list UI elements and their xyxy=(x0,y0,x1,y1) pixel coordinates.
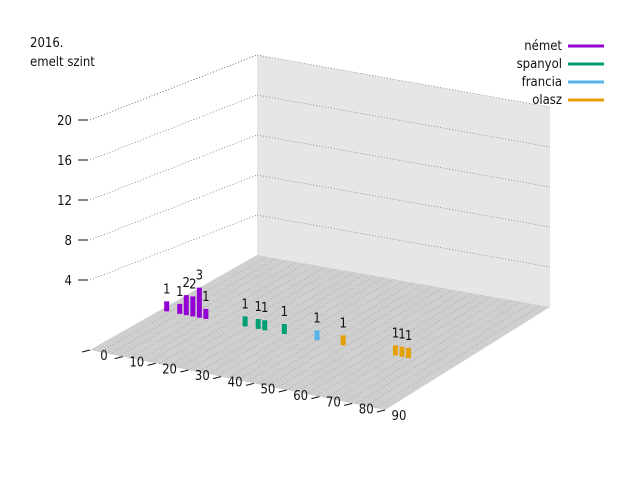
floor-grid-line xyxy=(276,287,443,389)
x-tick-label: 30 xyxy=(195,369,210,384)
z-tick-label: 12 xyxy=(57,194,72,209)
x-tick-label: 70 xyxy=(326,396,341,411)
x-tick-label: 20 xyxy=(162,362,177,377)
x-tick-mark xyxy=(344,402,353,406)
bar-label-olasz-3: 1 xyxy=(405,329,412,344)
z-grid-line-left xyxy=(89,174,258,241)
z-grid-line-left xyxy=(89,134,258,201)
x-tick-mark xyxy=(180,369,189,373)
bar-label-spanyol-1: 1 xyxy=(254,300,261,315)
chart-title-line-2: emelt szint xyxy=(30,55,95,70)
x-tick-mark xyxy=(81,349,91,353)
floor-grid-line xyxy=(306,292,473,395)
floor-grid-line xyxy=(188,272,355,371)
bar-spanyol-1 xyxy=(255,318,261,329)
bar-label-spanyol-3: 1 xyxy=(281,305,288,320)
floor-grid-line xyxy=(217,277,385,377)
z-axis: 4 8 12 20 16 xyxy=(57,54,551,289)
bar-label-német-4: 3 xyxy=(196,269,203,284)
legend-label-2: francia xyxy=(522,75,562,90)
x-tick-label: 60 xyxy=(293,389,308,404)
x-tick-mark xyxy=(212,376,222,380)
x-tick-mark xyxy=(147,362,156,366)
floor-grid-line xyxy=(99,256,267,353)
floor-grid-line xyxy=(257,284,424,385)
floor-grid-line xyxy=(168,268,336,367)
bar-label-olasz-0: 1 xyxy=(339,316,346,331)
floor-grid-line xyxy=(148,265,316,363)
z-tick-label: 4 xyxy=(65,274,72,289)
bar-német-0 xyxy=(164,301,170,312)
z-tick-label: 8 xyxy=(65,234,72,249)
bar-olasz-1 xyxy=(392,345,398,356)
x-tick-mark xyxy=(376,409,386,413)
bar-label-spanyol-2: 1 xyxy=(261,301,268,316)
x-tick-mark xyxy=(278,389,287,393)
floor-grid-line xyxy=(198,273,365,373)
bar-label-spanyol-0: 1 xyxy=(241,297,248,312)
bar-label-német-5: 1 xyxy=(202,290,209,305)
bar-német-3 xyxy=(190,296,196,317)
x-tick-label: 80 xyxy=(359,402,374,417)
bar-label-német-0: 1 xyxy=(163,282,170,297)
bar-olasz-3 xyxy=(406,347,412,358)
bar-francia-0 xyxy=(314,330,320,341)
bar-német-1 xyxy=(177,303,183,314)
bar-label-német-2: 2 xyxy=(183,276,190,291)
floor-grid-line xyxy=(266,285,433,387)
x-tick-label: 0 xyxy=(100,349,107,364)
floor-grid-line xyxy=(129,261,297,359)
bar-spanyol-3 xyxy=(281,324,287,335)
bar-német-4 xyxy=(196,287,202,318)
x-tick-label: 90 xyxy=(392,409,407,424)
floor-grid-line xyxy=(119,259,287,357)
legend-label-3: olasz xyxy=(532,93,562,108)
bar-spanyol-0 xyxy=(242,316,248,327)
floor-grid-line xyxy=(178,270,346,369)
back-wall-plane xyxy=(257,55,550,307)
bar-olasz-2 xyxy=(399,346,405,357)
floor-grid-line xyxy=(296,291,463,393)
bar-olasz-0 xyxy=(340,335,346,346)
x-tick-mark xyxy=(245,382,255,386)
x-axis: 0 10 20 30 40 50 60 70 80 90 xyxy=(81,349,407,424)
floor-grid-line xyxy=(227,279,394,379)
legend: német spanyol francia olasz xyxy=(517,39,604,108)
floor-grid-line xyxy=(375,305,541,409)
floor-grid-line xyxy=(237,280,404,381)
back-wall xyxy=(257,55,550,307)
chart-title-line-1: 2016. xyxy=(30,36,63,51)
bar-label-német-1: 1 xyxy=(176,285,183,300)
floor-grid-line xyxy=(316,294,482,397)
bar-német-5 xyxy=(203,308,209,319)
z-top-edge xyxy=(89,54,258,121)
x-tick-label: 10 xyxy=(129,356,144,371)
floor-plane xyxy=(90,255,550,410)
legend-label-1: spanyol xyxy=(517,57,562,72)
bar-label-olasz-1: 1 xyxy=(392,326,399,341)
x-tick-mark xyxy=(311,396,320,400)
floor-grid-line xyxy=(286,289,453,391)
bar-spanyol-2 xyxy=(262,320,268,331)
bar-label-francia-0: 1 xyxy=(313,311,320,326)
floor-grid-line xyxy=(158,266,326,365)
z-grid-line-left xyxy=(89,94,258,161)
bar-német-2 xyxy=(183,295,189,316)
bar-label-olasz-2: 1 xyxy=(398,328,405,343)
floor-grid-line xyxy=(247,282,414,383)
legend-label-0: német xyxy=(524,39,562,54)
chart-title: 2016. emelt szint xyxy=(30,36,95,70)
floor-surface xyxy=(90,255,550,410)
x-tick-label: 50 xyxy=(260,382,275,397)
floor-grid-line xyxy=(207,275,375,375)
x-tick-mark xyxy=(114,356,123,360)
floor-grid-line xyxy=(139,263,306,361)
bar-label-német-3: 2 xyxy=(189,277,196,292)
x-tick-label: 40 xyxy=(228,376,243,391)
z-tick-label: 16 xyxy=(57,154,72,169)
z-tick-label: 20 xyxy=(57,114,72,129)
